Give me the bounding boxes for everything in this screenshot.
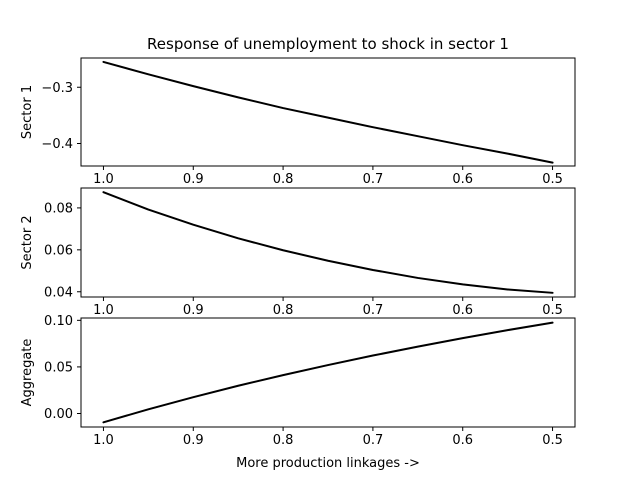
x-tick-label: 0.9 [183,303,204,318]
y-tick-label: 0.10 [44,314,73,329]
x-tick-label: 1.0 [93,172,114,187]
data-point [372,269,374,271]
data-point [417,135,419,137]
data-point [102,61,104,63]
data-point [462,283,464,285]
data-point [417,277,419,279]
y-tick-label: 0.08 [44,201,73,216]
panel-aggregate: 1.0 0.9 0.8 0.7 0.6 0.5 0.10 0.05 0.00 Aggregate [20,314,576,448]
x-tick-label: 0.6 [452,303,473,318]
y-axis-label-sector-2: Sector 2 [20,215,35,269]
data-point [192,85,194,87]
subplot-stack: 1.0 0.9 0.8 0.7 0.6 0.5 −0.3 −0.4 Sector 1 1.0 0.9… [20,57,576,448]
panel-sector-2: 1.0 0.9 0.8 0.7 0.6 0.5 0.08 0.06 0.04 Sector 2 [20,187,576,318]
x-tick-label: 0.8 [273,303,294,318]
x-tick-label: 0.5 [542,433,563,448]
x-tick-label: 0.8 [273,172,294,187]
x-tick-label: 0.9 [183,172,204,187]
x-tick-label: 0.5 [542,172,563,187]
y-tick-label: −0.4 [41,137,73,152]
data-point [282,374,284,376]
data-point [237,96,239,98]
x-tick-label: 1.0 [93,303,114,318]
data-point [282,249,284,251]
x-tick-label: 0.6 [452,172,473,187]
axes-frame-aggregate [80,317,576,428]
data-point [372,126,374,128]
y-tick-label: −0.3 [41,81,73,96]
data-point [327,364,329,366]
series-line-sector-2 [102,191,554,294]
data-point [192,396,194,398]
data-point [102,191,104,193]
y-tick-label: 0.00 [44,407,73,422]
axes-frame-sector-1 [80,57,576,167]
panel-sector-1: 1.0 0.9 0.8 0.7 0.6 0.5 −0.3 −0.4 Sector 1 [20,57,576,187]
y-tick-label: 0.05 [44,360,73,375]
data-point [372,355,374,357]
data-point [507,153,509,155]
x-tick-label: 0.8 [273,433,294,448]
data-point [552,322,554,324]
data-point [462,144,464,146]
y-tick-label: 0.06 [44,243,73,258]
data-point [192,224,194,226]
data-point [237,237,239,239]
data-point [147,73,149,75]
x-tick-label: 0.6 [452,433,473,448]
data-point [102,421,104,423]
data-point [327,260,329,262]
x-tick-label: 1.0 [93,433,114,448]
x-axis-label: More production linkages -> [236,456,420,471]
x-tick-label: 0.5 [542,303,563,318]
data-point [147,209,149,211]
x-tick-label: 0.7 [363,303,384,318]
x-tick-label: 0.9 [183,433,204,448]
data-point [417,346,419,348]
data-point [552,292,554,294]
data-point [507,288,509,290]
axes-frame-sector-2 [80,187,576,298]
y-axis-label-aggregate: Aggregate [20,339,35,407]
chart-title: Response of unemployment to shock in sec… [147,35,509,53]
y-axis-label-sector-1: Sector 1 [20,85,35,139]
data-point [147,408,149,410]
data-point [552,162,554,164]
x-tick-label: 0.7 [363,433,384,448]
data-point [327,117,329,119]
series-line-sector-1 [102,60,554,164]
data-point [237,385,239,387]
series-line-aggregate [102,321,554,424]
data-point [282,107,284,109]
data-point [462,337,464,339]
x-tick-label: 0.7 [363,172,384,187]
data-point [507,329,509,331]
y-tick-label: 0.04 [44,285,73,300]
